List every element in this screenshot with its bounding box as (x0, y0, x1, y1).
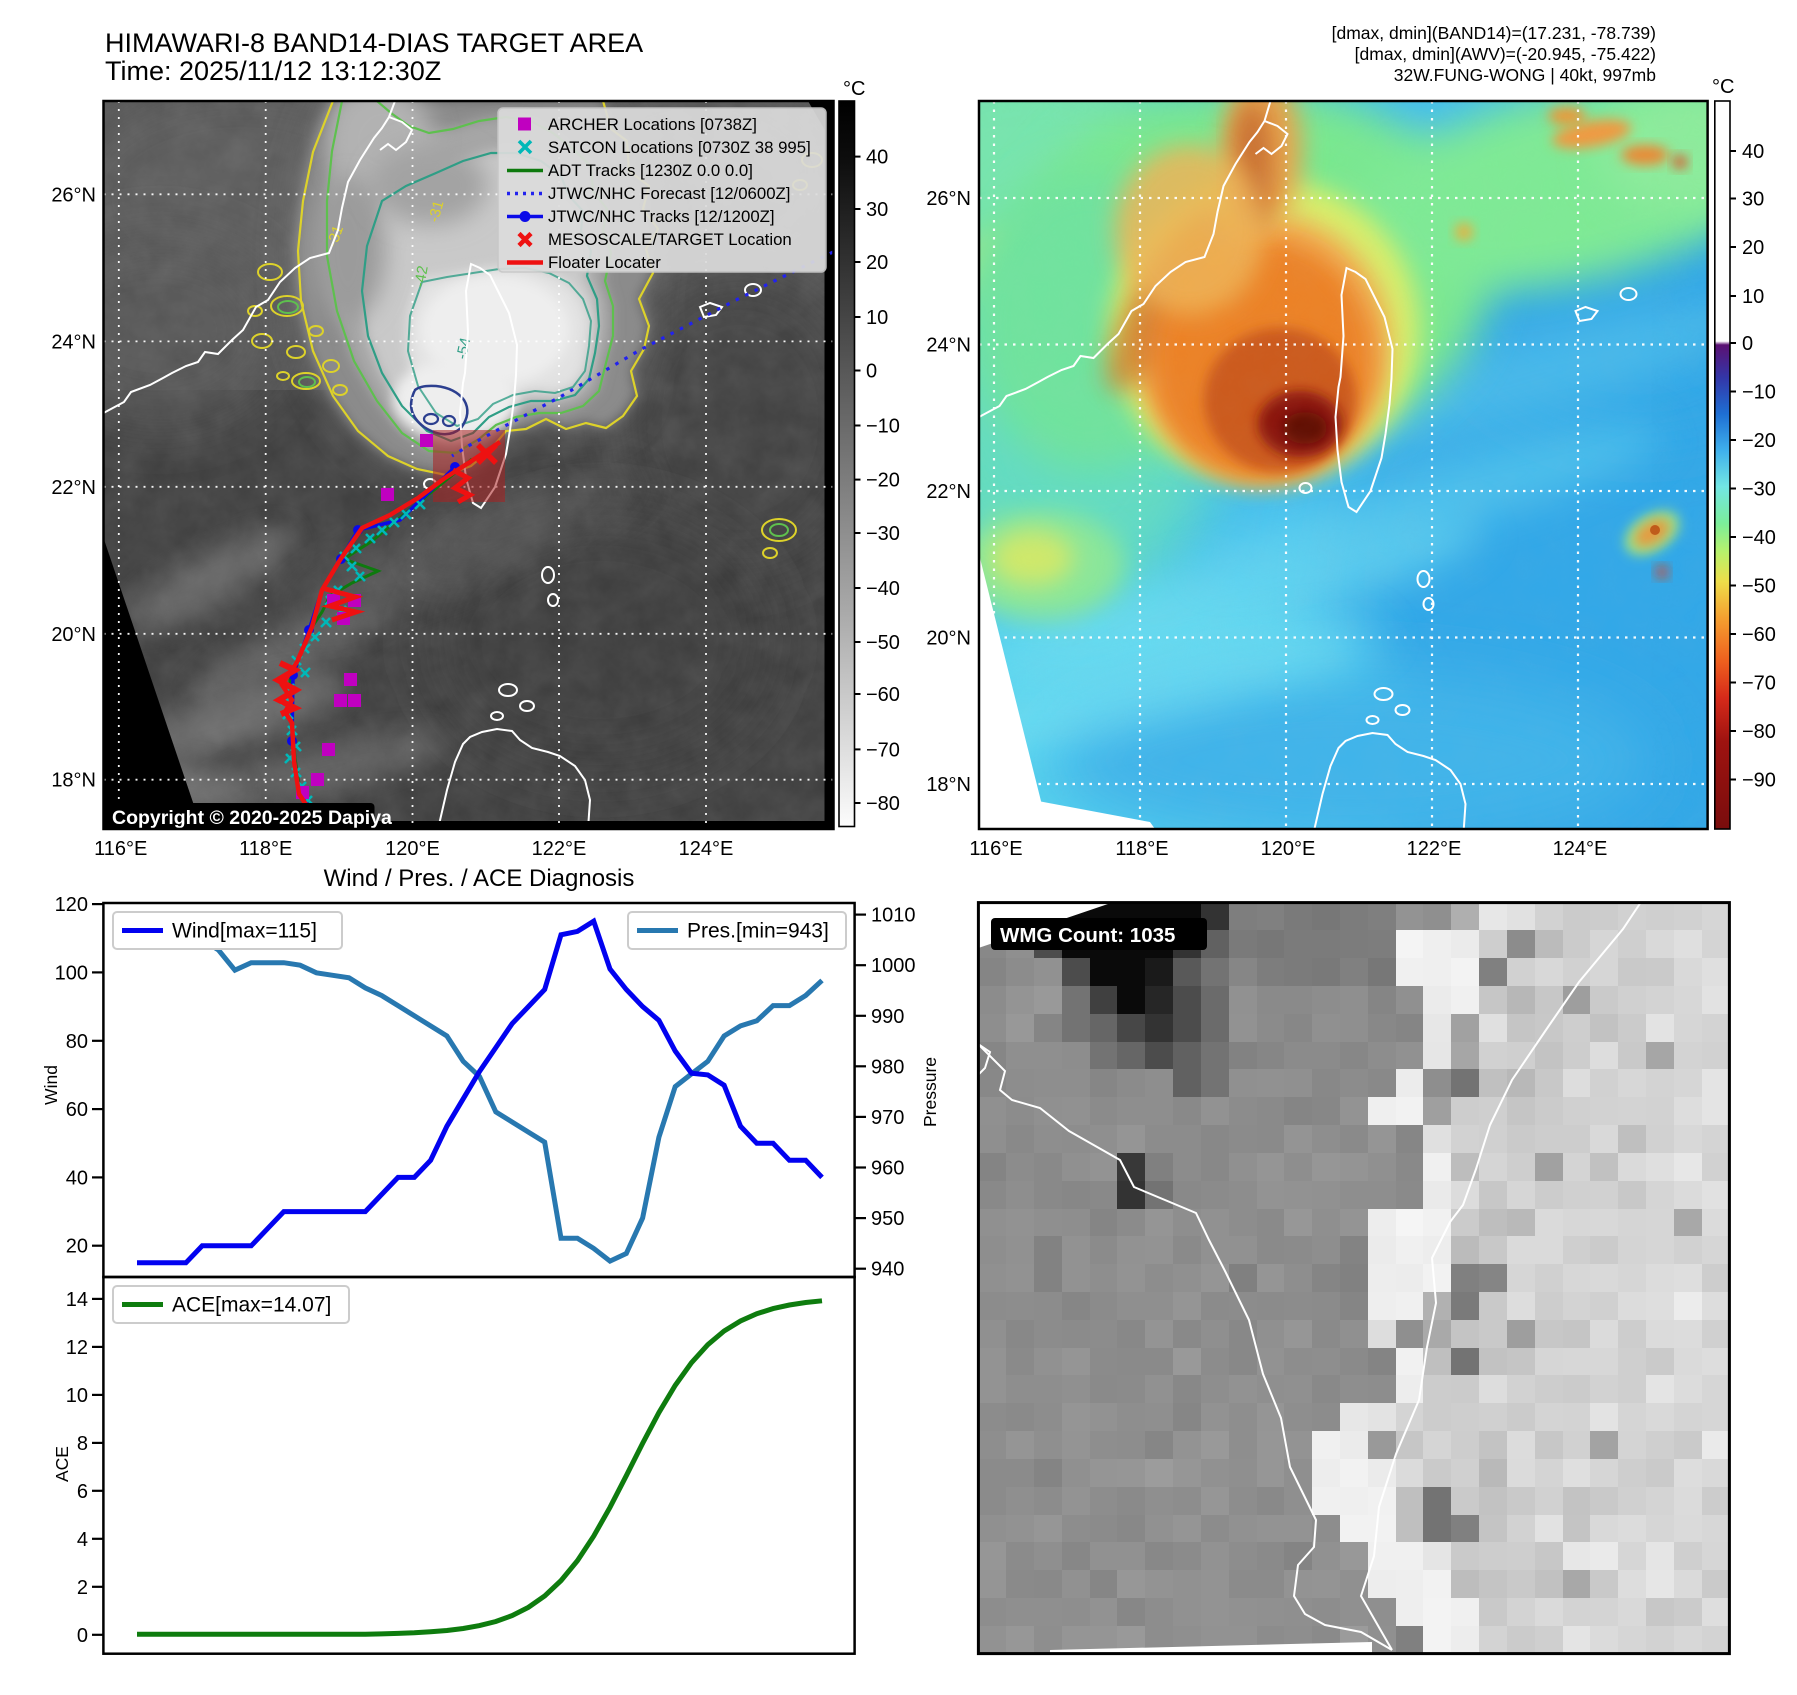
svg-text:−90: −90 (1742, 770, 1776, 792)
svg-text:1000: 1000 (871, 955, 916, 977)
svg-text:26°N: 26°N (926, 188, 971, 210)
svg-text:0: 0 (1742, 333, 1753, 355)
svg-text:°C: °C (1712, 76, 1734, 98)
svg-text:−40: −40 (866, 578, 900, 600)
svg-text:32W.FUNG-WONG | 40kt, 997mb: 32W.FUNG-WONG | 40kt, 997mb (1394, 65, 1656, 85)
svg-text:[dmax, dmin](AWV)=(-20.945, -7: [dmax, dmin](AWV)=(-20.945, -75.422) (1355, 44, 1656, 64)
svg-text:14: 14 (66, 1289, 88, 1311)
svg-text:Wind / Pres. / ACE Diagnosis: Wind / Pres. / ACE Diagnosis (324, 865, 635, 892)
svg-text:940: 940 (871, 1259, 904, 1281)
svg-text:24°N: 24°N (51, 331, 96, 353)
svg-text:10: 10 (66, 1385, 88, 1407)
svg-text:40: 40 (1742, 141, 1764, 163)
svg-text:120°E: 120°E (385, 838, 440, 860)
svg-text:−10: −10 (866, 416, 900, 438)
svg-text:80: 80 (66, 1031, 88, 1053)
svg-text:-42: -42 (411, 264, 432, 288)
svg-text:JTWC/NHC Forecast [12/0600Z]: JTWC/NHC Forecast [12/0600Z] (548, 184, 790, 203)
svg-text:Time: 2025/11/12 13:12:30Z: Time: 2025/11/12 13:12:30Z (105, 56, 441, 86)
svg-text:Wind: Wind (41, 1065, 61, 1105)
svg-text:950: 950 (871, 1208, 904, 1230)
svg-text:8: 8 (77, 1433, 88, 1455)
svg-text:116°E: 116°E (94, 838, 147, 860)
svg-text:ARCHER Locations [0738Z]: ARCHER Locations [0738Z] (548, 115, 757, 134)
svg-text:0: 0 (866, 361, 877, 383)
svg-text:122°E: 122°E (532, 838, 587, 860)
svg-text:18°N: 18°N (926, 774, 971, 796)
svg-text:Floater Locater: Floater Locater (548, 253, 661, 272)
svg-text:118°E: 118°E (239, 838, 292, 860)
svg-text:−30: −30 (866, 523, 900, 545)
svg-text:20°N: 20°N (51, 624, 96, 646)
svg-text:−70: −70 (1742, 673, 1776, 695)
svg-text:JTWC/NHC Tracks [12/1200Z]: JTWC/NHC Tracks [12/1200Z] (548, 207, 775, 226)
svg-text:20: 20 (866, 252, 888, 274)
svg-text:20: 20 (66, 1236, 88, 1258)
svg-text:116°E: 116°E (969, 838, 1022, 860)
svg-text:22°N: 22°N (51, 477, 96, 499)
svg-text:−10: −10 (1742, 382, 1776, 404)
svg-text:120: 120 (55, 894, 88, 916)
svg-text:40: 40 (66, 1167, 88, 1189)
svg-text:10: 10 (866, 307, 888, 329)
svg-text:118°E: 118°E (1115, 838, 1168, 860)
svg-text:4: 4 (77, 1529, 88, 1551)
svg-text:12: 12 (66, 1337, 88, 1359)
svg-text:−80: −80 (1742, 721, 1776, 743)
svg-text:-31: -31 (425, 199, 447, 224)
svg-text:0: 0 (77, 1625, 88, 1647)
svg-text:970: 970 (871, 1107, 904, 1129)
svg-text:−80: −80 (866, 793, 900, 815)
svg-text:−50: −50 (866, 632, 900, 654)
svg-text:10: 10 (1742, 286, 1764, 308)
svg-text:960: 960 (871, 1158, 904, 1180)
svg-text:22°N: 22°N (926, 481, 971, 503)
svg-text:ADT Tracks [1230Z 0.0 0.0]: ADT Tracks [1230Z 0.0 0.0] (548, 161, 753, 180)
svg-text:20: 20 (1742, 237, 1764, 259)
svg-text:−20: −20 (1742, 430, 1776, 452)
svg-text:SATCON Locations [0730Z 38 995: SATCON Locations [0730Z 38 995] (548, 138, 811, 157)
svg-text:30: 30 (866, 199, 888, 221)
svg-text:980: 980 (871, 1056, 904, 1078)
svg-text:HIMAWARI-8 BAND14-DIAS TARGET: HIMAWARI-8 BAND14-DIAS TARGET AREA (105, 28, 643, 58)
svg-text:Wind[max=115]: Wind[max=115] (172, 920, 317, 943)
svg-text:Copyright © 2020-2025 Dapiya: Copyright © 2020-2025 Dapiya (112, 807, 392, 829)
svg-text:124°E: 124°E (1553, 838, 1608, 860)
svg-text:40: 40 (866, 147, 888, 169)
svg-text:Pressure: Pressure (920, 1057, 940, 1127)
svg-text:1010: 1010 (871, 905, 916, 927)
svg-text:ACE[max=14.07]: ACE[max=14.07] (172, 1294, 331, 1317)
svg-text:990: 990 (871, 1006, 904, 1028)
svg-text:24°N: 24°N (926, 335, 971, 357)
svg-text:18°N: 18°N (51, 770, 96, 792)
svg-text:2: 2 (77, 1577, 88, 1599)
svg-text:122°E: 122°E (1407, 838, 1462, 860)
svg-text:−30: −30 (1742, 479, 1776, 501)
svg-text:−40: −40 (1742, 527, 1776, 549)
svg-text:−50: −50 (1742, 576, 1776, 598)
svg-text:120°E: 120°E (1261, 838, 1316, 860)
svg-text:100: 100 (55, 962, 88, 984)
svg-text:[dmax, dmin](BAND14)=(17.231,: [dmax, dmin](BAND14)=(17.231, -78.739) (1332, 23, 1656, 43)
svg-text:−70: −70 (866, 739, 900, 761)
svg-text:MESOSCALE/TARGET Location: MESOSCALE/TARGET Location (548, 230, 792, 249)
svg-text:26°N: 26°N (51, 184, 96, 206)
svg-text:−60: −60 (1742, 624, 1776, 646)
svg-text:20°N: 20°N (926, 628, 971, 650)
svg-text:30: 30 (1742, 189, 1764, 211)
svg-text:WMG Count: 1035: WMG Count: 1035 (1000, 924, 1175, 947)
svg-text:−20: −20 (866, 470, 900, 492)
svg-text:ACE: ACE (52, 1446, 72, 1482)
svg-text:°C: °C (843, 78, 865, 100)
svg-text:Pres.[min=943]: Pres.[min=943] (687, 920, 829, 943)
svg-text:6: 6 (77, 1481, 88, 1503)
svg-text:-54: -54 (453, 336, 474, 361)
svg-text:60: 60 (66, 1099, 88, 1121)
svg-text:124°E: 124°E (679, 838, 734, 860)
svg-text:−60: −60 (866, 684, 900, 706)
